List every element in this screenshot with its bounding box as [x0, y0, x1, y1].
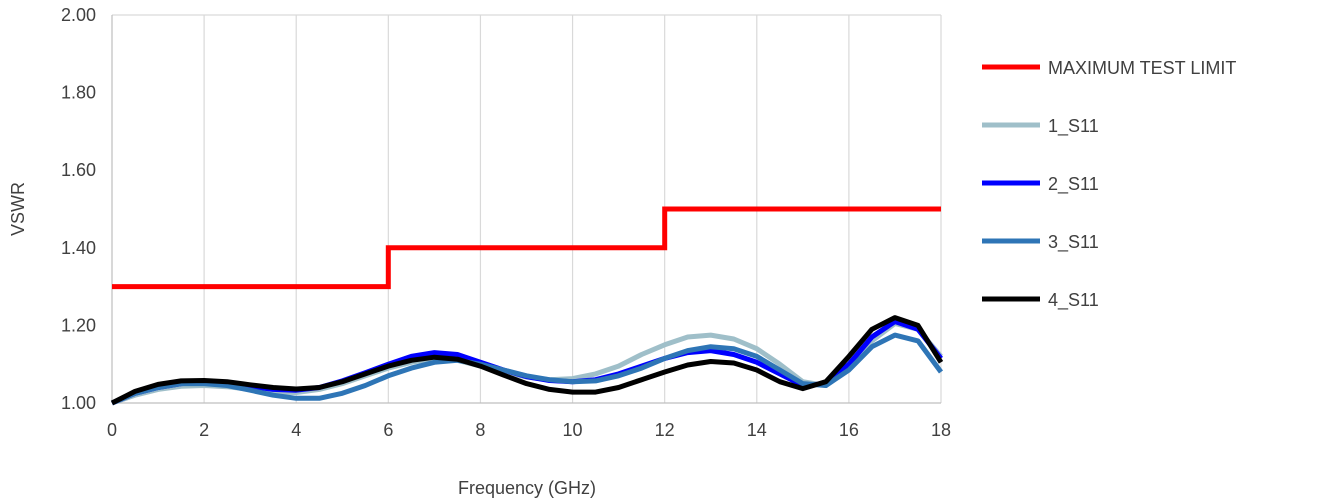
legend: MAXIMUM TEST LIMIT 1_S11 2_S11 3_S11 4_S11 [982, 58, 1236, 311]
x-tick-label: 2 [199, 420, 209, 440]
series-line-2-s11 [111, 319, 943, 406]
axes [111, 15, 941, 404]
x-tick-label: 6 [383, 420, 393, 440]
y-axis-title: VSWR [8, 182, 28, 236]
x-tick-label: 12 [655, 420, 675, 440]
legend-item: 1_S11 [982, 116, 1099, 137]
series-line-1-s11 [111, 321, 943, 406]
x-tick-label: 0 [107, 420, 117, 440]
y-tick-labels: 1.00 1.20 1.40 1.60 1.80 2.00 [61, 5, 96, 413]
legend-label: 4_S11 [1048, 290, 1099, 311]
legend-label: 3_S11 [1048, 232, 1099, 253]
y-tick-label: 1.20 [61, 315, 96, 335]
x-tick-label: 4 [291, 420, 301, 440]
legend-item: 3_S11 [982, 232, 1099, 253]
y-tick-label: 2.00 [61, 5, 96, 25]
legend-label: MAXIMUM TEST LIMIT [1048, 58, 1236, 78]
series-line-3-s11 [111, 332, 944, 406]
y-tick-label: 1.40 [61, 238, 96, 258]
x-tick-labels: 0 2 4 6 8 10 12 14 16 18 [107, 420, 951, 440]
series-line-maximum-test-limit [112, 206, 941, 290]
x-tick-label: 10 [563, 420, 583, 440]
x-tick-label: 18 [931, 420, 951, 440]
series-lines [110, 206, 944, 406]
x-tick-label: 14 [747, 420, 767, 440]
y-tick-label: 1.60 [61, 160, 96, 180]
legend-label: 2_S11 [1048, 174, 1099, 195]
x-tick-label: 8 [475, 420, 485, 440]
y-tick-label: 1.80 [61, 83, 96, 103]
series-line-4-s11 [110, 315, 944, 406]
legend-item: MAXIMUM TEST LIMIT [982, 58, 1236, 78]
legend-item: 2_S11 [982, 174, 1099, 195]
x-tick-label: 16 [839, 420, 859, 440]
legend-label: 1_S11 [1048, 116, 1099, 137]
legend-item: 4_S11 [982, 290, 1099, 311]
x-axis-title: Frequency (GHz) [458, 478, 596, 498]
y-tick-label: 1.00 [61, 393, 96, 413]
